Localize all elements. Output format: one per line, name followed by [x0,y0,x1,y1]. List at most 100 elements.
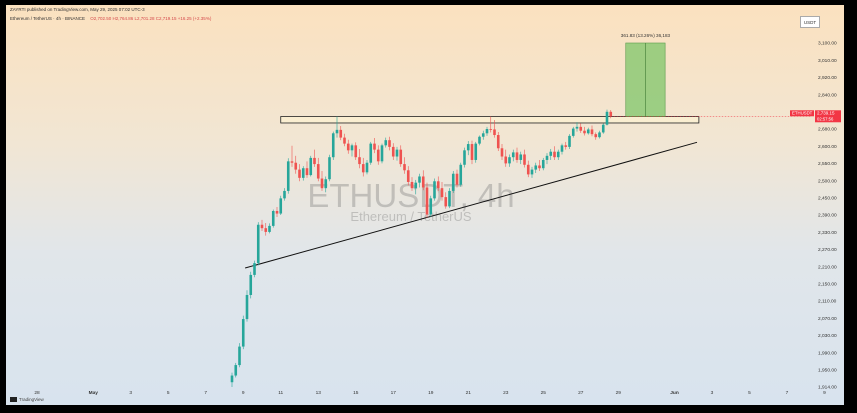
candle[interactable] [253,260,256,278]
candle[interactable] [598,130,601,139]
candle[interactable] [538,159,541,171]
candle[interactable] [436,176,440,191]
candle[interactable] [365,159,369,175]
candle[interactable] [586,127,590,135]
candle[interactable] [279,195,283,215]
candle[interactable] [410,177,414,191]
candle[interactable] [264,223,268,236]
tradingview-logo[interactable]: TradingView [10,397,44,403]
candle[interactable] [455,169,459,188]
candle[interactable] [523,149,526,168]
candle[interactable] [249,271,253,299]
candle[interactable] [331,131,335,160]
candle[interactable] [268,223,271,234]
candle[interactable] [530,166,534,178]
support-trendline[interactable] [244,141,698,269]
candle[interactable] [399,145,403,167]
candle[interactable] [440,181,444,201]
currency-button[interactable]: USDT [800,16,820,28]
candle[interactable] [230,372,234,387]
candle[interactable] [425,182,429,218]
chart-panel[interactable]: ETHUSDT, 4h Ethereum / TetherUS 361.83 (… [6,5,844,405]
candle[interactable] [429,195,433,217]
candle[interactable] [343,133,346,147]
candle[interactable] [493,119,496,138]
candle[interactable] [568,134,571,149]
candle[interactable] [290,145,294,167]
candle[interactable] [418,173,421,188]
candle[interactable] [560,143,564,155]
candle[interactable] [553,146,556,160]
candle[interactable] [556,149,560,160]
candle[interactable] [406,166,410,186]
candle[interactable] [414,179,418,195]
candle[interactable] [421,170,425,191]
candle[interactable] [328,154,331,182]
candle[interactable] [298,164,301,182]
candle[interactable] [361,157,365,177]
candle[interactable] [391,143,395,160]
candle[interactable] [601,123,605,134]
candle[interactable] [309,155,313,177]
candle[interactable] [384,137,388,148]
candle[interactable] [515,147,519,163]
candle[interactable] [271,209,275,228]
candle[interactable] [526,160,530,178]
candle[interactable] [358,148,361,169]
candle[interactable] [294,155,298,174]
candle[interactable] [403,157,406,174]
candle[interactable] [350,143,354,157]
candle[interactable] [485,126,489,136]
candle[interactable] [605,109,609,126]
candle[interactable] [395,146,399,161]
candle[interactable] [511,149,515,162]
candle[interactable] [609,110,613,119]
candle[interactable] [583,126,586,136]
candle[interactable] [433,178,436,201]
candle[interactable] [470,140,474,165]
candle[interactable] [508,154,511,167]
candle[interactable] [388,136,391,151]
candle[interactable] [579,123,583,133]
candle[interactable] [594,132,598,140]
candle[interactable] [316,157,320,182]
candle[interactable] [339,125,343,141]
candle[interactable] [489,116,493,133]
candle[interactable] [245,290,249,322]
candle[interactable] [283,188,286,201]
candle[interactable] [369,141,373,165]
candle[interactable] [451,170,455,193]
candle[interactable] [275,206,279,218]
candle[interactable] [504,149,508,167]
candle[interactable] [234,362,238,378]
candle[interactable] [313,149,316,167]
candle[interactable] [373,138,376,154]
candle[interactable] [238,343,241,368]
candle[interactable] [575,122,579,132]
candle[interactable] [466,141,470,156]
candle[interactable] [320,170,324,191]
candle[interactable] [444,192,448,209]
candle[interactable] [380,143,384,164]
candle[interactable] [541,157,545,171]
candle[interactable] [481,130,485,140]
candle[interactable] [305,161,309,178]
candle[interactable] [354,142,358,160]
candle[interactable] [260,219,264,232]
resistance-zone[interactable] [280,116,700,124]
candle[interactable] [545,153,549,165]
candle[interactable] [496,132,500,152]
candle[interactable] [534,162,538,174]
candle[interactable] [519,151,523,165]
candle[interactable] [549,148,553,160]
candle[interactable] [478,135,481,146]
candle[interactable] [500,144,504,160]
candle[interactable] [571,126,575,138]
candle[interactable] [335,116,339,138]
candle[interactable] [301,166,305,181]
candle[interactable] [256,222,260,266]
price-chart[interactable]: ETHUSDT, 4h Ethereum / TetherUS 361.83 (… [6,5,844,405]
candle[interactable] [346,139,350,154]
candle[interactable] [241,315,245,350]
candle[interactable] [474,141,478,163]
